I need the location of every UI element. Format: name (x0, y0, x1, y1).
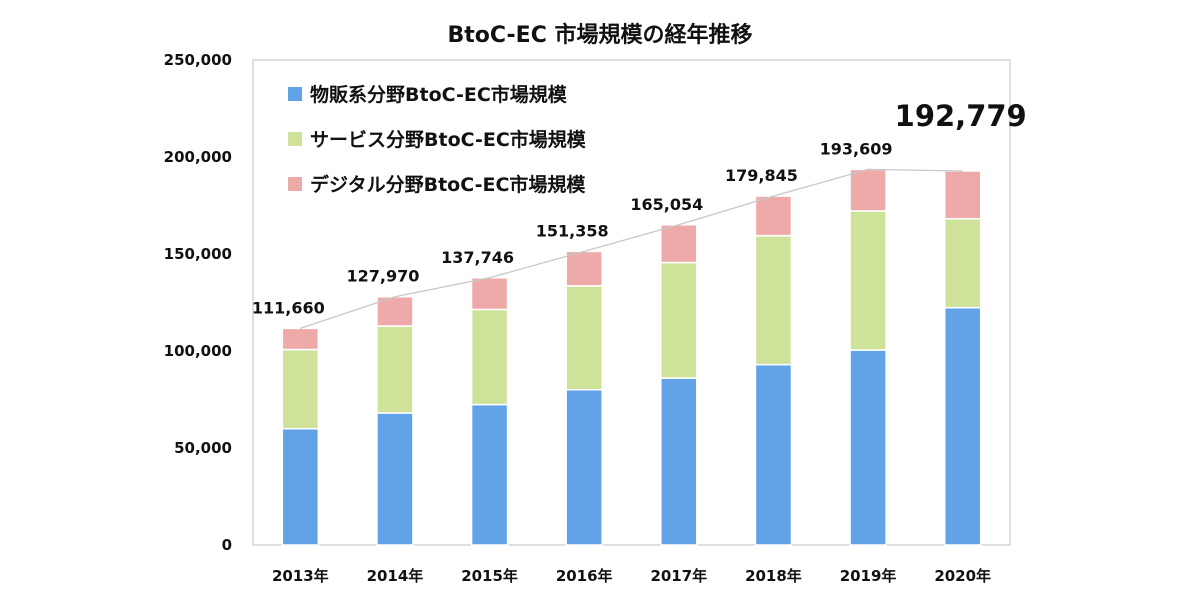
bar-segment-series-1 (754, 363, 793, 546)
total-label: 179,845 (725, 166, 798, 185)
y-tick-label: 100,000 (164, 342, 232, 360)
bar-segment-series-2 (376, 325, 414, 414)
x-tick-label: 2014年 (367, 567, 424, 585)
bar-segment-series-3 (281, 327, 320, 351)
legend-label: デジタル分野BtoC-EC市場規模 (310, 173, 586, 196)
bar-segment-series-1 (849, 349, 887, 546)
legend-label: サービス分野BtoC-EC市場規模 (310, 128, 587, 151)
bar-segment-series-1 (281, 427, 320, 546)
x-tick-label: 2020年 (934, 567, 991, 585)
bar-segment-series-3 (943, 170, 982, 220)
bar-segment-series-1 (565, 388, 603, 546)
y-tick-label: 0 (222, 536, 232, 554)
bar-segment-series-2 (281, 348, 320, 430)
total-label: 192,779 (895, 99, 1027, 133)
bar-segment-series-2 (943, 218, 982, 309)
bar-segment-series-2 (754, 234, 793, 366)
x-tick-label: 2015年 (461, 567, 518, 585)
total-trend-line (300, 168, 963, 329)
y-tick-label: 150,000 (164, 245, 232, 263)
x-tick-label: 2019年 (840, 567, 897, 585)
total-label: 127,970 (347, 267, 420, 286)
legend-label: 物販系分野BtoC-EC市場規模 (310, 83, 568, 106)
x-tick-label: 2017年 (650, 567, 707, 585)
legend-swatch (288, 177, 302, 191)
total-label: 193,609 (820, 139, 893, 158)
bar-segment-series-3 (565, 250, 603, 287)
y-tick-label: 250,000 (164, 51, 232, 69)
bar-segment-series-3 (470, 277, 509, 311)
bar-segment-series-1 (376, 412, 414, 546)
bar-segment-series-2 (565, 285, 603, 391)
bar-segment-series-2 (470, 308, 509, 406)
plot-area-frame (252, 59, 1011, 546)
x-tick-label: 2013年 (272, 567, 329, 585)
bar-segment-series-1 (660, 377, 698, 546)
bar-segment-series-2 (849, 210, 887, 351)
bar-segment-series-1 (943, 306, 982, 546)
bar-segment-series-2 (660, 261, 698, 379)
total-label: 151,358 (536, 221, 609, 240)
total-label: 165,054 (630, 195, 703, 214)
x-tick-label: 2016年 (556, 567, 613, 585)
legend-swatch (288, 87, 302, 101)
bar-segment-series-1 (470, 403, 509, 546)
chart-title: BtoC-EC 市場規模の経年推移 (447, 22, 752, 48)
total-label: 137,746 (441, 248, 514, 267)
legend-swatch (288, 132, 302, 146)
bar-segment-series-3 (849, 168, 887, 212)
y-tick-label: 200,000 (164, 148, 232, 166)
total-label: 111,660 (252, 298, 325, 317)
x-tick-label: 2018年 (745, 567, 802, 585)
y-tick-label: 50,000 (174, 439, 232, 457)
bar-segment-series-3 (754, 195, 793, 237)
bar-segment-series-3 (660, 224, 698, 264)
